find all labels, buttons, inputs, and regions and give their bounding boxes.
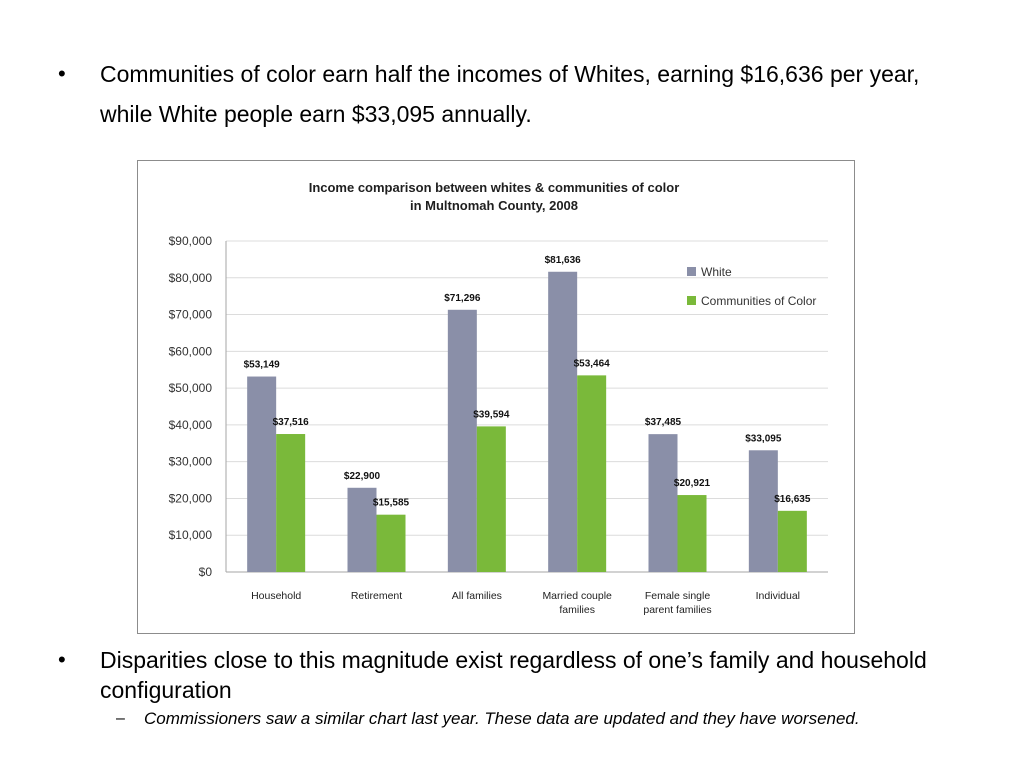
category-label: parent families bbox=[643, 604, 711, 616]
y-tick-label: $30,000 bbox=[169, 455, 213, 469]
data-label: $15,585 bbox=[373, 498, 410, 509]
bullet-text: Disparities close to this magnitude exis… bbox=[100, 647, 927, 703]
chart-title-line: Income comparison between whites & commu… bbox=[309, 180, 680, 195]
data-label: $39,594 bbox=[473, 409, 510, 420]
data-label: $33,095 bbox=[745, 433, 782, 444]
bar-communities-of-color bbox=[577, 375, 607, 572]
bullet-marker: • bbox=[58, 647, 66, 672]
sub-bullet-marker: – bbox=[116, 710, 125, 727]
category-label: Retirement bbox=[351, 590, 402, 602]
data-label: $53,464 bbox=[574, 358, 611, 369]
category-label: Married couple bbox=[542, 590, 612, 602]
category-label: Household bbox=[251, 590, 301, 602]
bar-white bbox=[447, 309, 477, 572]
bullet-income-summary: • Communities of color earn half the inc… bbox=[58, 54, 958, 134]
bar-communities-of-color bbox=[476, 426, 506, 572]
bullet-disparities: • Disparities close to this magnitude ex… bbox=[58, 645, 958, 705]
sub-bullet-text: Commissioners saw a similar chart last y… bbox=[144, 709, 860, 728]
data-label: $16,635 bbox=[774, 494, 811, 505]
data-label: $37,485 bbox=[645, 417, 682, 428]
y-tick-label: $60,000 bbox=[169, 344, 213, 358]
data-label: $37,516 bbox=[273, 417, 310, 428]
bar-white bbox=[347, 487, 377, 572]
category-label: All families bbox=[452, 590, 502, 602]
bar-white bbox=[247, 376, 277, 572]
bar-white bbox=[748, 450, 778, 572]
bar-communities-of-color bbox=[376, 514, 406, 572]
data-label: $53,149 bbox=[244, 360, 281, 371]
y-tick-label: $10,000 bbox=[169, 528, 213, 542]
legend-label: Communities of Color bbox=[701, 294, 816, 308]
bullet-text: Communities of color earn half the incom… bbox=[99, 61, 920, 127]
bar-communities-of-color bbox=[777, 510, 807, 572]
chart-svg: Income comparison between whites & commu… bbox=[169, 180, 828, 616]
y-tick-label: $40,000 bbox=[169, 418, 213, 432]
bullet-marker: • bbox=[58, 61, 66, 86]
y-tick-label: $80,000 bbox=[169, 271, 213, 285]
y-tick-label: $90,000 bbox=[169, 234, 213, 248]
bar-white bbox=[648, 434, 678, 572]
category-label: Female single bbox=[645, 590, 711, 602]
y-tick-label: $50,000 bbox=[169, 381, 213, 395]
y-tick-label: $20,000 bbox=[169, 491, 213, 505]
data-label: $20,921 bbox=[674, 478, 711, 489]
bar-white bbox=[548, 271, 578, 572]
data-label: $22,900 bbox=[344, 471, 381, 482]
category-label: families bbox=[559, 604, 595, 616]
income-chart: Income comparison between whites & commu… bbox=[137, 160, 855, 634]
bar-communities-of-color bbox=[276, 434, 306, 572]
y-tick-label: $0 bbox=[199, 565, 213, 579]
category-label: Individual bbox=[756, 590, 800, 602]
legend-swatch bbox=[687, 267, 696, 276]
legend-label: White bbox=[701, 265, 732, 279]
bar-communities-of-color bbox=[677, 495, 707, 572]
sub-bullet-commissioners: – Commissioners saw a similar chart last… bbox=[116, 708, 936, 730]
legend-swatch bbox=[687, 296, 696, 305]
y-tick-label: $70,000 bbox=[169, 308, 213, 322]
chart-title-line: in Multnomah County, 2008 bbox=[410, 198, 578, 213]
data-label: $71,296 bbox=[444, 293, 481, 304]
data-label: $81,636 bbox=[545, 255, 582, 266]
